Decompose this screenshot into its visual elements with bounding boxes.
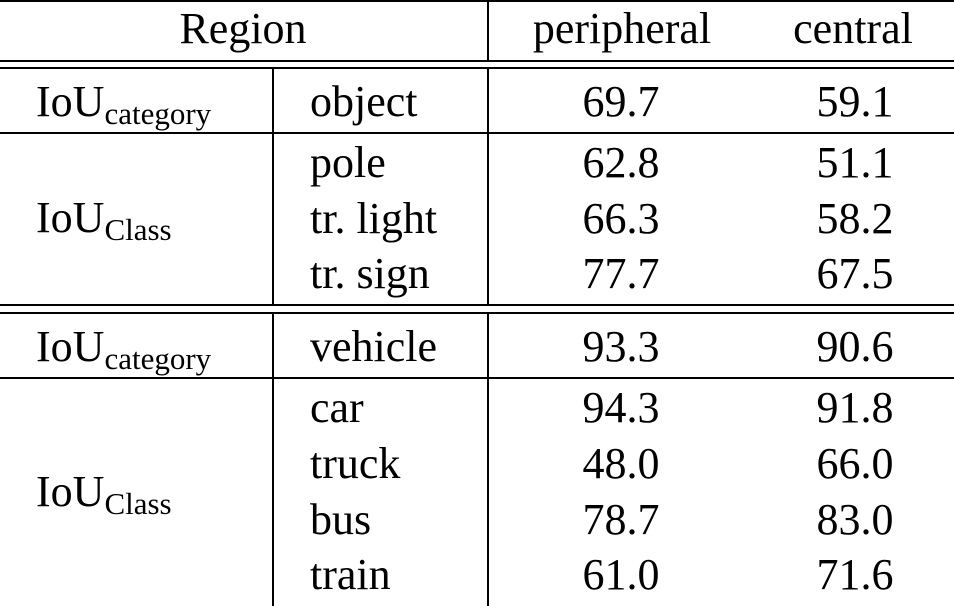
cell-peripheral: 48.0 <box>582 439 660 488</box>
block-rule-1 <box>0 132 954 134</box>
cell-central: 67.5 <box>816 249 894 298</box>
metric-subscript: category <box>104 96 212 131</box>
row-label: truck <box>310 439 401 488</box>
metric-main: IoU <box>36 322 105 371</box>
header-central: central <box>793 4 913 53</box>
metric-main: IoU <box>36 467 105 516</box>
metric-divider-group-2 <box>272 312 274 606</box>
metric-label: IoUcategory <box>36 77 212 132</box>
metric-label: IoUcategory <box>36 322 212 377</box>
header-peripheral: peripheral <box>532 4 712 53</box>
cell-peripheral: 61.0 <box>582 550 660 599</box>
cell-peripheral: 78.7 <box>582 495 660 544</box>
metric-label: IoUClass <box>36 467 172 522</box>
metric-subscript: Class <box>104 212 172 247</box>
header-rule-1 <box>0 60 954 62</box>
group-rule-2 <box>0 312 954 314</box>
cell-central: 66.0 <box>816 439 894 488</box>
cell-peripheral: 62.8 <box>582 138 660 187</box>
header-rule-2 <box>0 67 954 69</box>
cell-central: 58.2 <box>816 194 894 243</box>
cell-central: 71.6 <box>816 550 894 599</box>
metric-label: IoUClass <box>36 193 172 248</box>
metric-subscript: Class <box>104 486 172 521</box>
cell-peripheral: 77.7 <box>582 249 660 298</box>
row-label: train <box>310 550 391 599</box>
cell-central: 91.8 <box>816 383 894 432</box>
cell-central: 51.1 <box>816 138 894 187</box>
metric-subscript: category <box>104 341 212 376</box>
group-rule-1 <box>0 304 954 306</box>
metric-main: IoU <box>36 193 105 242</box>
metric-divider-group-1 <box>272 67 274 304</box>
label-divider-group-2 <box>487 312 489 606</box>
cell-peripheral: 93.3 <box>582 322 660 371</box>
cell-central: 59.1 <box>816 77 894 126</box>
header-region: Region <box>179 4 307 53</box>
row-label: tr. sign <box>310 249 430 298</box>
row-label: car <box>310 383 364 432</box>
row-label: bus <box>310 495 372 544</box>
cell-peripheral: 69.7 <box>582 77 660 126</box>
cell-peripheral: 94.3 <box>582 383 660 432</box>
metric-main: IoU <box>36 77 105 126</box>
cell-peripheral: 66.3 <box>582 194 660 243</box>
top-rule <box>0 0 954 2</box>
row-label: vehicle <box>310 322 438 371</box>
row-label: tr. light <box>310 194 438 243</box>
block-rule-2 <box>0 377 954 379</box>
cell-central: 90.6 <box>816 322 894 371</box>
label-divider-group-1 <box>487 67 489 304</box>
row-label: pole <box>310 138 386 187</box>
header-divider <box>487 0 489 60</box>
row-label: object <box>310 77 418 126</box>
cell-central: 83.0 <box>816 495 894 544</box>
